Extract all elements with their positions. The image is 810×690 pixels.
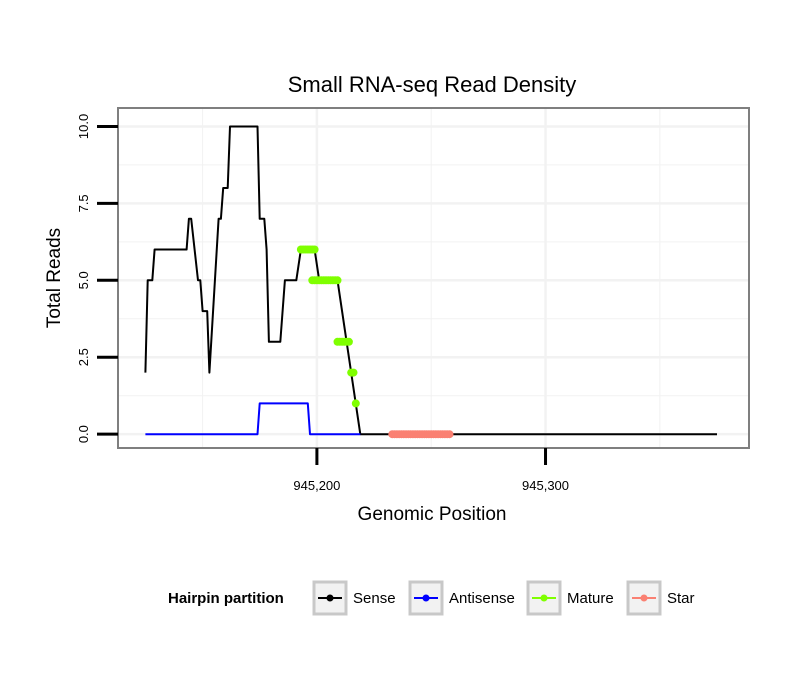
series-antisense bbox=[145, 402, 361, 436]
plot-border bbox=[117, 107, 750, 449]
series-layer bbox=[144, 125, 717, 439]
legend-item-star: Star bbox=[626, 580, 695, 616]
y-tick-label: 5.0 bbox=[76, 271, 91, 289]
legend-label: Star bbox=[667, 590, 695, 607]
legend-key-point bbox=[326, 594, 334, 602]
legend-label: Sense bbox=[353, 590, 396, 607]
legend-title: Hairpin partition bbox=[168, 590, 284, 607]
y-tick-label: 10.0 bbox=[76, 114, 91, 139]
mature-point bbox=[344, 337, 353, 346]
x-tick-label: 945,200 bbox=[293, 478, 340, 493]
mature-point bbox=[310, 245, 319, 254]
series-star bbox=[388, 430, 454, 439]
mature-point bbox=[333, 276, 342, 285]
mature-point bbox=[349, 368, 358, 377]
legend-key-point bbox=[540, 594, 548, 602]
legend-item-sense: Sense bbox=[312, 580, 396, 616]
legend-label: Antisense bbox=[449, 590, 515, 607]
y-axis-title: Total Reads bbox=[44, 228, 65, 328]
x-axis-title: Genomic Position bbox=[358, 504, 507, 525]
chart-title: Small RNA-seq Read Density bbox=[288, 72, 577, 97]
y-tick-label: 7.5 bbox=[76, 194, 91, 212]
star-point bbox=[445, 430, 454, 439]
legend-key-point bbox=[422, 594, 430, 602]
x-tick-label: 945,300 bbox=[522, 478, 569, 493]
legend-key-point bbox=[640, 594, 648, 602]
legend-item-antisense: Antisense bbox=[408, 580, 515, 616]
y-tick-label: 2.5 bbox=[76, 348, 91, 366]
axis-ticks: 0.0 2.5 5.0 7.5 10.0 945,200 945,300 bbox=[76, 114, 569, 493]
legend-label: Mature bbox=[567, 590, 614, 607]
mature-point bbox=[351, 399, 360, 408]
series-mature bbox=[296, 245, 360, 408]
y-tick-label: 0.0 bbox=[76, 425, 91, 443]
legend: Hairpin partition Sense Antisense Mature Sta… bbox=[168, 580, 695, 616]
legend-item-mature: Mature bbox=[526, 580, 614, 616]
antisense-line bbox=[145, 402, 361, 436]
plot-panel bbox=[118, 108, 749, 448]
